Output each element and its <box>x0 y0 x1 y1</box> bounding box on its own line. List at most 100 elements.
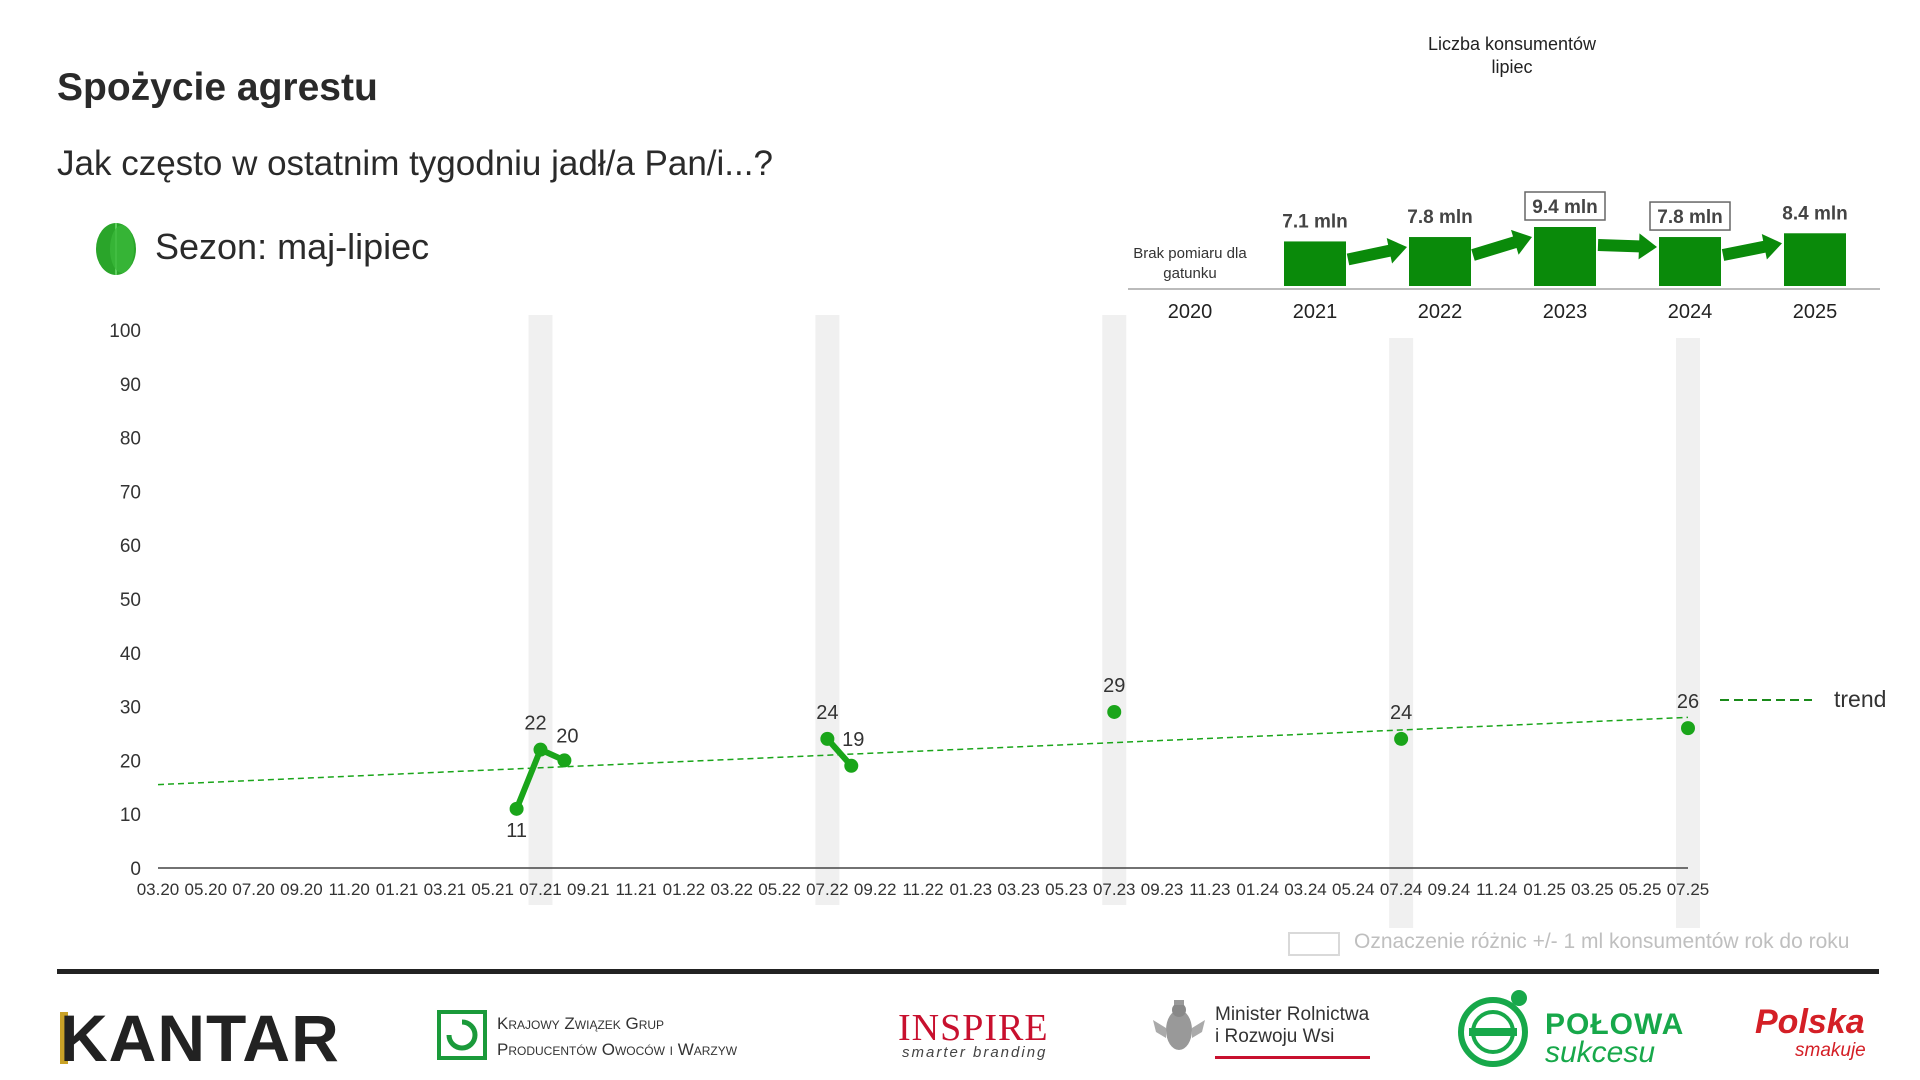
x-tick-label: 07.22 <box>806 880 849 899</box>
consumers-bar-2023 <box>1534 227 1596 286</box>
y-tick-label: 0 <box>130 859 141 880</box>
highlight-band-07.22 <box>815 315 840 905</box>
x-tick-label: 09.20 <box>280 880 323 899</box>
consumers-title-line2: lipiec <box>1491 57 1532 77</box>
consumers-value-label: 9.4 mln <box>1532 197 1597 218</box>
x-tick-label: 05.20 <box>185 880 228 899</box>
consumers-trend-arrow <box>1721 234 1782 261</box>
polska-smakuje-tagline: smakuje <box>1795 1040 1866 1061</box>
kantar-logo: KANTAR <box>60 1001 340 1075</box>
x-tick-label: 01.21 <box>376 880 419 899</box>
consumers-value-label: 7.8 mln <box>1657 207 1722 228</box>
y-tick-label: 20 <box>120 751 141 772</box>
highlight-band-07.25 <box>1676 338 1700 928</box>
data-point <box>844 758 859 773</box>
data-point <box>1394 731 1409 746</box>
consumers-value-box <box>1524 191 1606 221</box>
x-tick-label: 07.20 <box>232 880 275 899</box>
kzgpow-line1: Krajowy Związek Grup <box>497 1014 665 1033</box>
y-tick-label: 70 <box>120 482 141 503</box>
y-tick-label: 10 <box>120 805 141 826</box>
consumers-year-2021: 2021 <box>1293 301 1338 323</box>
x-tick-label: 05.21 <box>471 880 514 899</box>
consumers-year-2024: 2024 <box>1668 301 1713 323</box>
consumers-value-box <box>1649 201 1731 231</box>
ministry-logo-bar <box>1215 1056 1370 1059</box>
x-tick-label: 11.23 <box>1189 880 1230 899</box>
x-tick-label: 01.23 <box>950 880 993 899</box>
y-tick-label: 100 <box>109 321 141 342</box>
x-tick-label: 07.24 <box>1380 880 1423 899</box>
consumers-trend-arrow <box>1346 238 1407 266</box>
footer-divider <box>57 969 1879 974</box>
data-point <box>1107 704 1122 719</box>
x-tick-label: 03.23 <box>997 880 1040 899</box>
x-tick-label: 01.22 <box>663 880 706 899</box>
x-tick-label: 05.22 <box>758 880 801 899</box>
x-tick-label: 01.24 <box>1236 880 1279 899</box>
x-tick-label: 11.24 <box>1476 880 1517 899</box>
highlight-band-07.23 <box>1102 315 1127 905</box>
x-tick-label: 07.23 <box>1093 880 1136 899</box>
y-tick-label: 50 <box>120 590 141 611</box>
polowa-logo-line2: sukcesu <box>1545 1036 1656 1069</box>
trend-line <box>157 716 1689 786</box>
polowa-sukcesu-logo-icon <box>1458 990 1528 1067</box>
y-tick-label: 30 <box>120 698 141 719</box>
consumers-value-label: 7.1 mln <box>1282 211 1347 232</box>
x-tick-label: 05.23 <box>1045 880 1088 899</box>
data-point <box>533 742 548 757</box>
legend-swatch <box>1288 932 1340 956</box>
highlight-band-07.24 <box>1389 338 1414 928</box>
consumers-bar-2025 <box>1784 233 1846 286</box>
x-tick-label: 07.25 <box>1667 880 1710 899</box>
data-point <box>1681 721 1695 736</box>
ministry-line2: i Rozwoju Wsi <box>1215 1026 1335 1047</box>
x-tick-label: 03.21 <box>424 880 467 899</box>
kzgpow-logo-icon <box>437 1010 487 1060</box>
consumers-value-label: 7.8 mln <box>1407 207 1472 228</box>
leaf-icon <box>96 223 136 275</box>
x-tick-label: 11.22 <box>902 880 943 899</box>
consumers-year-2023: 2023 <box>1543 301 1588 323</box>
inspire-tagline: smarter branding <box>902 1044 1048 1061</box>
polska-smakuje-logo: Polska <box>1755 1003 1865 1041</box>
x-tick-label: 11.20 <box>329 880 370 899</box>
x-tick-label: 09.24 <box>1428 880 1471 899</box>
data-label: 19 <box>842 729 864 751</box>
consumers-bar-2021 <box>1284 241 1346 286</box>
consumers-trend-arrow <box>1597 233 1657 260</box>
highlight-band-07.21 <box>528 315 553 905</box>
consumers-year-2020: 2020 <box>1168 301 1213 323</box>
x-tick-label: 03.25 <box>1571 880 1614 899</box>
data-label: 11 <box>506 820 527 842</box>
data-label: 20 <box>556 725 578 747</box>
x-tick-label: 09.22 <box>854 880 897 899</box>
page-title: Spożycie agrestu <box>57 66 378 109</box>
kzgpow-logo-text: Krajowy Związek Grup Producentów Owoców … <box>497 1011 737 1063</box>
x-tick-label: 05.24 <box>1332 880 1375 899</box>
no-measure-line2: gatunku <box>1163 265 1216 282</box>
data-point <box>820 731 835 746</box>
x-tick-label: 09.23 <box>1141 880 1184 899</box>
x-tick-label: 05.25 <box>1619 880 1662 899</box>
consumers-title-line1: Liczba konsumentów <box>1428 34 1597 54</box>
y-tick-label: 80 <box>120 429 141 450</box>
y-tick-label: 40 <box>120 644 141 665</box>
data-label: 24 <box>816 702 838 724</box>
eagle-emblem-icon <box>1153 1000 1205 1050</box>
data-label: 29 <box>1103 675 1125 697</box>
consumers-value-label: 8.4 mln <box>1782 203 1847 224</box>
polowa-logo-line1: POŁOWA <box>1545 1008 1685 1041</box>
data-label: 24 <box>1390 702 1412 724</box>
trend-legend-label: trend <box>1834 686 1886 712</box>
legend-note: Oznaczenie różnic +/- 1 ml konsumentów r… <box>1354 930 1850 953</box>
y-tick-label: 90 <box>120 375 141 396</box>
consumers-year-2025: 2025 <box>1793 301 1838 323</box>
question-subtitle: Jak często w ostatnim tygodniu jadł/a Pa… <box>57 144 773 183</box>
x-tick-label: 09.21 <box>567 880 610 899</box>
x-tick-label: 03.24 <box>1284 880 1327 899</box>
season-label: Sezon: maj-lipiec <box>155 226 430 267</box>
consumers-bar-2022 <box>1409 237 1471 286</box>
